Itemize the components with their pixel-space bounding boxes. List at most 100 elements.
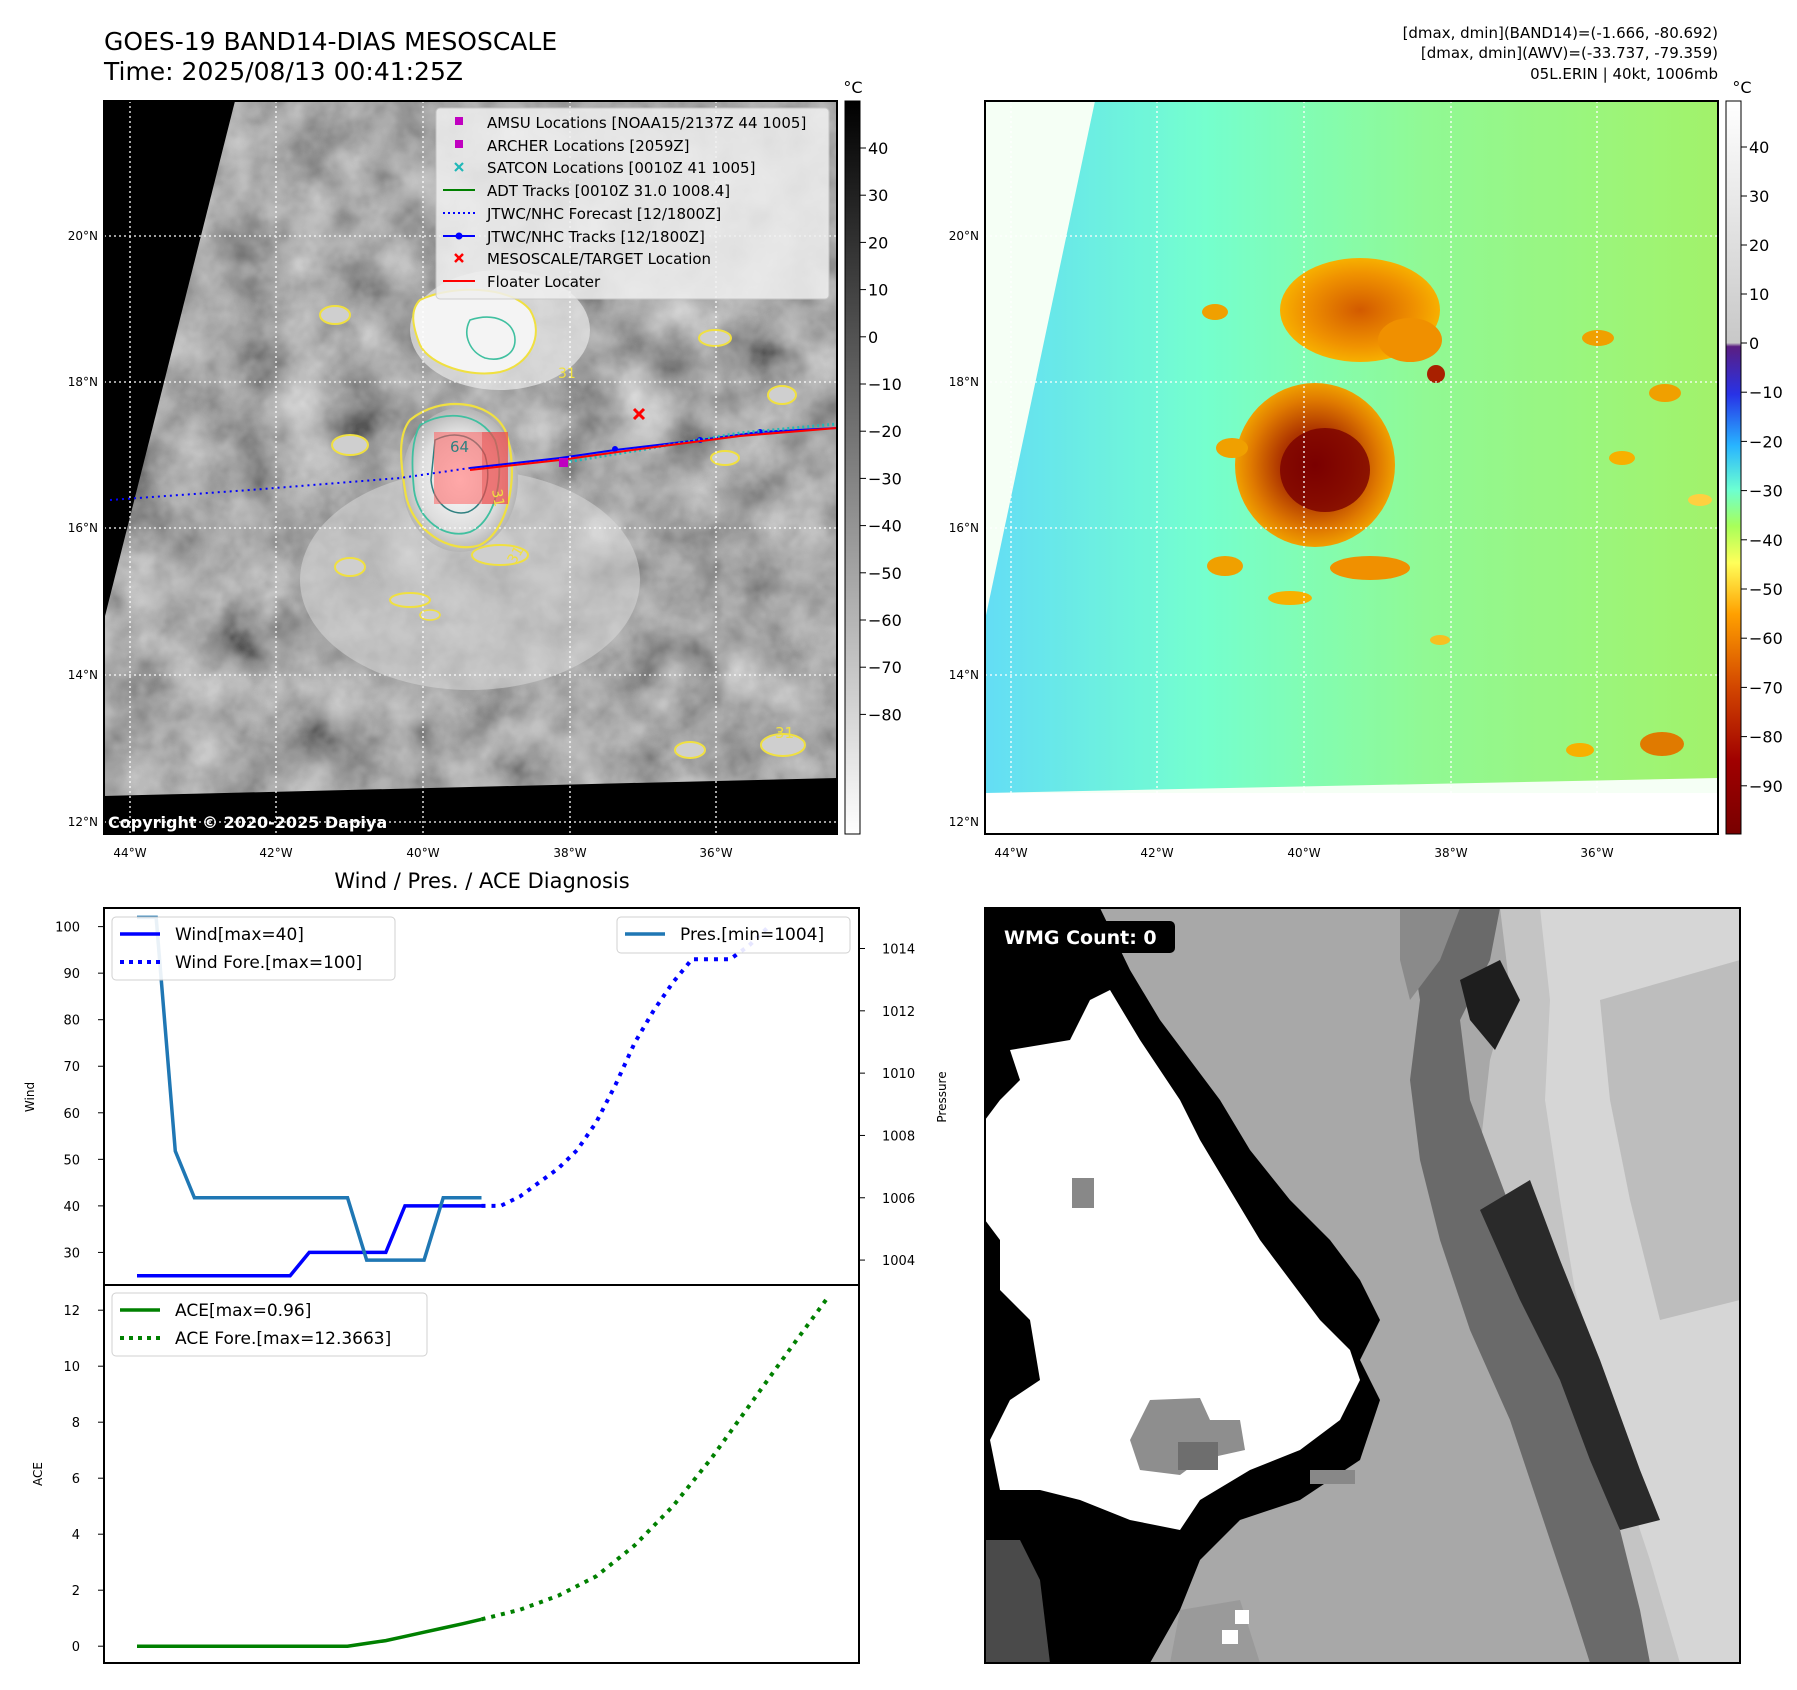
y-tick-label: 50 — [63, 1153, 80, 1168]
awv-panel: 20°N 18°N 16°N 14°N 12°N 44°W 42°W 40°W … — [949, 78, 1783, 860]
wind-y-ticks: 100 90 80 70 60 50 40 30 — [55, 921, 104, 1261]
lon-label: 40°W — [406, 846, 439, 860]
contour-label: 31 — [488, 488, 507, 508]
colorbar-tick-label: 0 — [868, 328, 878, 347]
y-tick-label: 100 — [55, 921, 80, 936]
colorbar-tick-label: 0 — [1749, 334, 1759, 353]
colorbar-tick-label: −40 — [868, 517, 902, 536]
contour-label: 31 — [558, 366, 576, 382]
colorbar-tick-label: −90 — [1749, 777, 1783, 796]
legend-item-target: MESOSCALE/TARGET Location — [454, 250, 711, 268]
ir-colorbar: °C 40 30 20 10 0 −10 −20 −30 −40 −50 −60 −70 −80 — [843, 78, 902, 835]
y-tick-label: 30 — [63, 1246, 80, 1261]
colorbar-tick-label: −30 — [868, 469, 902, 488]
pressure-y-ticks: 1014 1012 1010 1008 1006 1004 — [859, 943, 915, 1269]
y2-tick-label: 1004 — [882, 1254, 915, 1269]
awv-lat-labels: 20°N 18°N 16°N 14°N 12°N — [949, 229, 979, 829]
colorbar-tick-label: −50 — [868, 564, 902, 583]
lat-label: 16°N — [949, 521, 979, 535]
lon-label: 36°W — [699, 846, 732, 860]
lon-label: 42°W — [259, 846, 292, 860]
contour-label: 31 — [505, 544, 528, 567]
copyright-text: Copyright © 2020-2025 Dapiya — [108, 813, 387, 832]
legend-item-label: ARCHER Locations [2059Z] — [487, 137, 690, 155]
legend-label: Wind Fore.[max=100] — [175, 953, 362, 973]
legend-item-label: ADT Tracks [0010Z 31.0 1008.4] — [487, 182, 730, 200]
colorbar-tick-label: −50 — [1749, 580, 1783, 599]
lat-label: 18°N — [68, 375, 98, 389]
ace-chart: ACE 12 10 8 6 4 2 0 ACE[max=0.96] ACE Fore.[ma… — [31, 1284, 860, 1664]
legend-label: Pres.[min=1004] — [680, 925, 824, 945]
y2-tick-label: 1012 — [882, 1005, 915, 1020]
legend-item-label: JTWC/NHC Forecast [12/1800Z] — [486, 205, 721, 223]
wind-pressure-series — [137, 915, 770, 1278]
colorbar-tick-label: 30 — [1749, 187, 1769, 206]
figure-title-line1: GOES-19 BAND14-DIAS MESOSCALE — [104, 27, 557, 56]
y-tick-label: 10 — [63, 1360, 80, 1375]
legend-label: ACE Fore.[max=12.3663] — [175, 1329, 391, 1349]
lat-label: 12°N — [949, 815, 979, 829]
wmg-panel: WMG Count: 0 — [984, 907, 1741, 1664]
info-line-awv: [dmax, dmin](AWV)=(-33.737, -79.359) — [1421, 44, 1718, 62]
legend-item-label: JTWC/NHC Tracks [12/1800Z] — [486, 228, 705, 246]
awv-lon-labels: 44°W 42°W 40°W 38°W 36°W — [994, 846, 1613, 860]
y2-tick-label: 1008 — [882, 1129, 915, 1144]
legend-item-satcon: SATCON Locations [0010Z 41 1005] — [454, 159, 755, 177]
legend-item-tracks: JTWC/NHC Tracks [12/1800Z] — [443, 228, 705, 246]
legend-item-label: SATCON Locations [0010Z 41 1005] — [487, 159, 755, 177]
colorbar-tick-label: 40 — [868, 139, 888, 158]
ace-y-ticks: 12 10 8 6 4 2 0 — [63, 1304, 104, 1655]
lon-label: 38°W — [553, 846, 586, 860]
colorbar-tick-label: −70 — [868, 658, 902, 677]
legend-item-archer: ARCHER Locations [2059Z] — [455, 137, 690, 155]
colorbar-tick-label: 30 — [868, 186, 888, 205]
series-line-ace — [137, 1617, 482, 1648]
info-line-band14: [dmax, dmin](BAND14)=(-1.666, -80.692) — [1403, 24, 1718, 42]
colorbar-unit: °C — [1732, 78, 1751, 97]
legend-item-amsu: AMSU Locations [NOAA15/2137Z 44 1005] — [455, 114, 806, 132]
y-tick-label: 60 — [63, 1107, 80, 1122]
y-tick-label: 4 — [72, 1528, 80, 1543]
colorbar-tick-label: 40 — [1749, 138, 1769, 157]
y-tick-label: 80 — [63, 1014, 80, 1029]
colorbar-tick-label: −20 — [1749, 432, 1783, 451]
ace-legend: ACE[max=0.96] ACE Fore.[max=12.3663] — [111, 1292, 428, 1357]
pressure-axis-label: Pressure — [935, 1071, 949, 1122]
series-line-wind — [137, 1204, 482, 1278]
y-tick-label: 2 — [72, 1584, 80, 1599]
legend-item-adt: ADT Tracks [0010Z 31.0 1008.4] — [443, 182, 730, 200]
colorbar-unit: °C — [843, 78, 862, 97]
y-tick-label: 40 — [63, 1200, 80, 1215]
wmg-count-badge: WMG Count: 0 — [997, 921, 1175, 953]
y-tick-label: 8 — [72, 1416, 80, 1431]
colorbar-tick-label: 10 — [1749, 285, 1769, 304]
lon-label: 44°W — [113, 846, 146, 860]
wind-legend: Wind[max=40] Wind Fore.[max=100] — [111, 916, 396, 981]
legend-item-forecast: JTWC/NHC Forecast [12/1800Z] — [443, 205, 721, 223]
legend-label: ACE[max=0.96] — [175, 1301, 311, 1321]
y-tick-label: 90 — [63, 967, 80, 982]
lon-label: 38°W — [1434, 846, 1467, 860]
contour-label: 31 — [775, 724, 794, 742]
y-tick-label: 6 — [72, 1472, 80, 1487]
lat-label: 20°N — [949, 229, 979, 243]
legend-label: Wind[max=40] — [175, 925, 304, 945]
ir-lat-labels: 20°N 18°N 16°N 14°N 12°N — [68, 229, 98, 829]
colorbar-tick-label: −10 — [1749, 383, 1783, 402]
series-line-pres — [137, 915, 482, 1262]
lon-label: 44°W — [994, 846, 1027, 860]
figure-title-line2: Time: 2025/08/13 00:41:25Z — [103, 57, 463, 86]
ace-axis-label: ACE — [31, 1462, 45, 1486]
colorbar-tick-label: −10 — [868, 375, 902, 394]
legend-item-floater: Floater Locater — [443, 273, 601, 291]
y2-tick-label: 1006 — [882, 1192, 915, 1207]
legend-item-label: AMSU Locations [NOAA15/2137Z 44 1005] — [487, 114, 806, 132]
lat-label: 18°N — [949, 375, 979, 389]
wind-axis-label: Wind — [23, 1082, 37, 1112]
colorbar-tick-label: −20 — [868, 422, 902, 441]
chart-title: Wind / Pres. / ACE Diagnosis — [334, 869, 629, 893]
series-line-wind-fore — [481, 925, 770, 1208]
colorbar-tick-label: 10 — [868, 281, 888, 300]
colorbar-tick-label: −80 — [868, 705, 902, 724]
